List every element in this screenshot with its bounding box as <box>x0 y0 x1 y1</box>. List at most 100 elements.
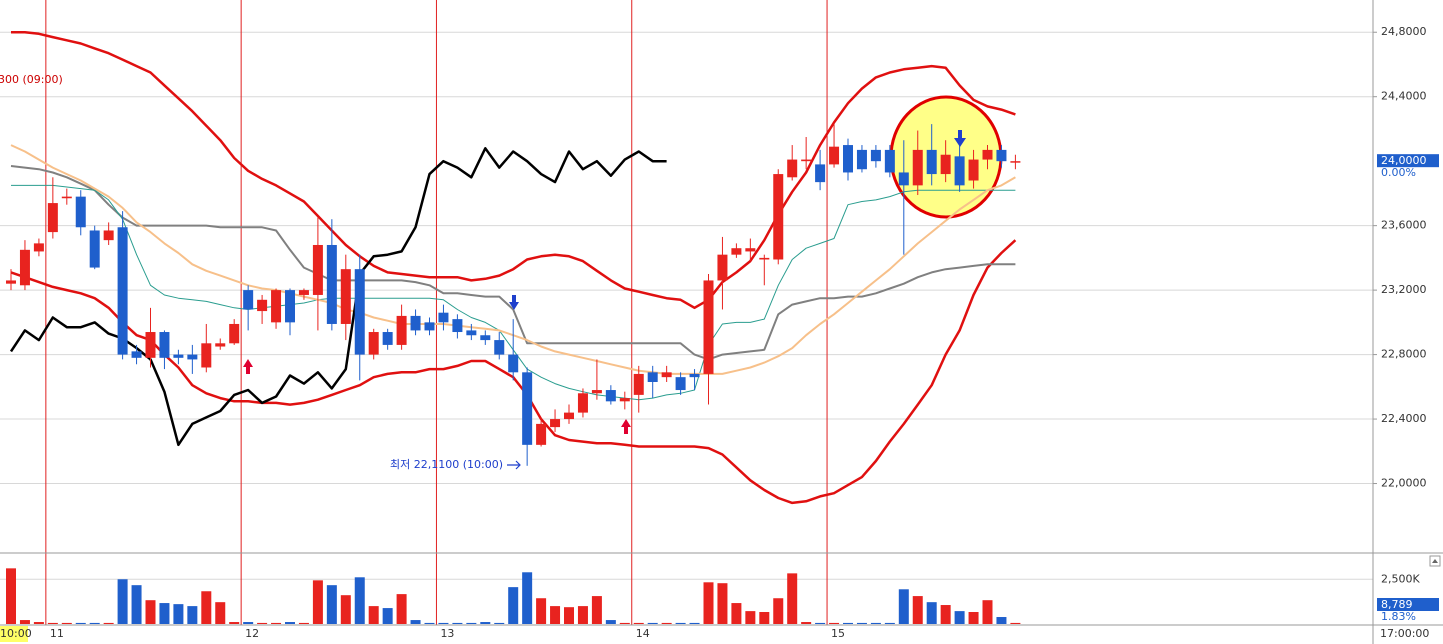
candle-body <box>257 299 268 312</box>
candle-body <box>187 354 198 360</box>
volume-bar <box>787 573 798 624</box>
candle-body <box>396 315 407 345</box>
candle-body <box>898 172 909 186</box>
volume-bar <box>926 602 937 624</box>
low-annotation: 최저 22,1100 (10:00) <box>390 458 503 471</box>
volume-bar <box>243 622 254 624</box>
candle-body <box>312 244 323 295</box>
volume-bar <box>410 620 421 624</box>
candle-body <box>954 156 965 186</box>
volume-bar <box>396 594 407 624</box>
candle-body <box>33 243 44 252</box>
volume-bar <box>703 582 714 624</box>
y-tick-label: 23,6000 <box>1381 219 1427 232</box>
volume-bar <box>466 622 477 624</box>
candle-body <box>619 398 630 402</box>
candle-body <box>731 248 742 255</box>
candle-body <box>926 149 937 175</box>
candle-body <box>996 149 1007 162</box>
volume-bar <box>536 598 547 624</box>
volume-bar <box>912 596 923 624</box>
volume-bar <box>619 622 630 624</box>
candle-body <box>536 423 547 445</box>
candle-body <box>912 149 923 186</box>
candle-body <box>856 149 867 170</box>
candle-body <box>759 257 770 260</box>
candle-body <box>550 419 561 428</box>
candle-body <box>870 149 881 162</box>
candle-body <box>633 373 644 395</box>
volume-bar <box>340 595 351 624</box>
candle-body <box>438 312 449 323</box>
volume-bar <box>117 579 128 624</box>
candle-body <box>717 254 728 281</box>
candle-body <box>410 315 421 331</box>
volume-bar <box>647 622 658 624</box>
volume-bar <box>633 622 644 624</box>
volume-bar <box>982 600 993 624</box>
candle-body <box>229 323 240 344</box>
volume-bar <box>103 622 114 624</box>
volume-bar <box>424 622 435 624</box>
candle-body <box>1010 161 1021 163</box>
current-price-change: 0.00% <box>1381 166 1416 179</box>
candle-body <box>703 280 714 374</box>
x-tick-label: 12 <box>245 627 259 640</box>
volume-bar <box>6 568 16 624</box>
candle-body <box>591 390 602 394</box>
y-tick-label: 22,0000 <box>1381 477 1427 490</box>
volume-bar <box>271 622 282 624</box>
candle-body <box>689 373 700 378</box>
volume-bar <box>187 606 198 624</box>
indicator-line <box>11 30 1016 310</box>
annotation-arrow <box>507 460 521 470</box>
volume-bar <box>354 577 365 624</box>
candle-body <box>577 393 588 413</box>
end-time: 17:00:00 <box>1380 627 1429 640</box>
candle-body <box>466 330 477 336</box>
volume-change: 1.83% <box>1381 610 1416 623</box>
volume-bar <box>689 622 700 624</box>
volume-bar <box>298 622 309 624</box>
candle-body <box>103 230 114 241</box>
volume-bar <box>940 605 951 624</box>
start-time: 10:00 <box>0 627 32 640</box>
volume-bar <box>312 580 323 624</box>
volume-bar <box>173 604 184 624</box>
x-tick-label: 15 <box>831 627 845 640</box>
candle-body <box>843 145 853 173</box>
start-time-box <box>0 626 28 642</box>
candle-body <box>173 354 184 358</box>
candle-body <box>298 290 309 295</box>
candle-body <box>661 372 672 378</box>
y-tick-label: 22,4000 <box>1381 412 1427 425</box>
volume-bar <box>438 622 449 624</box>
y-tick-label: 24,8000 <box>1381 25 1427 38</box>
candle-body <box>243 290 254 310</box>
candle-body <box>61 196 72 199</box>
volume-bar <box>675 622 686 624</box>
candle-body <box>285 290 295 323</box>
volume-bar <box>159 603 170 624</box>
volume-bar <box>856 622 867 624</box>
volume-bar <box>954 611 965 624</box>
candle-body <box>940 154 951 175</box>
volume-current-box <box>1377 598 1439 611</box>
volume-bar <box>1010 622 1021 624</box>
candle-body <box>326 244 337 324</box>
candle-body <box>201 343 212 368</box>
candle-body <box>117 227 128 355</box>
buy-signal <box>621 419 631 434</box>
volume-bar <box>745 611 756 624</box>
candle-body <box>884 149 895 173</box>
volume-bar <box>75 622 86 624</box>
volume-bar <box>773 598 784 624</box>
candle-body <box>159 332 170 358</box>
candle-body <box>452 319 463 333</box>
candle-body <box>131 351 142 358</box>
candle-body <box>340 269 351 324</box>
volume-bar <box>661 622 672 624</box>
volume-bar <box>968 612 979 624</box>
y-tick-label: 23,2000 <box>1381 283 1427 296</box>
